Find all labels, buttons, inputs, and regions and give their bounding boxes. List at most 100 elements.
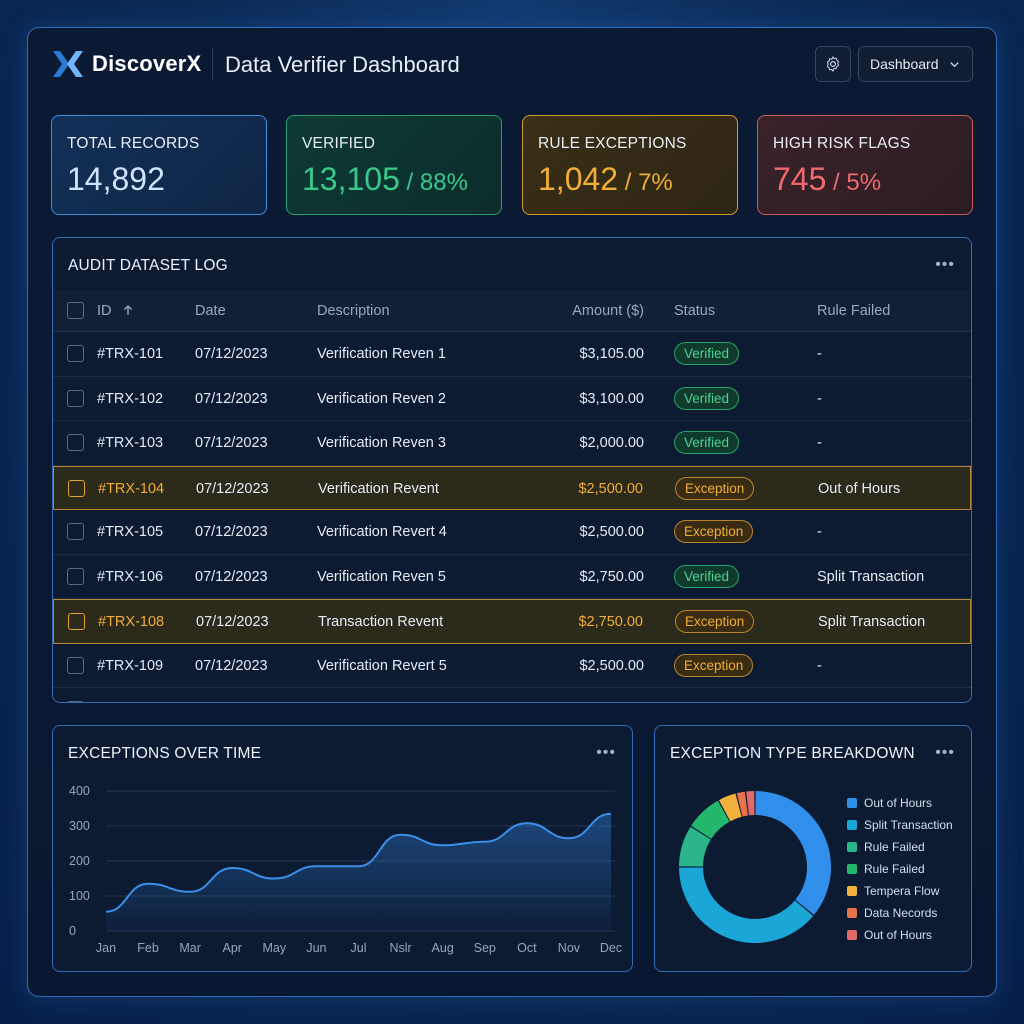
cell-id: #TRX-101: [97, 346, 164, 362]
table-row[interactable]: #TRX-102 07/12/2023 Verification Reven 2 $3…: [53, 377, 971, 421]
panel-title: EXCEPTIONS OVER TIME: [68, 745, 262, 762]
cell-date: 07/12/2023: [196, 614, 269, 630]
row-checkbox[interactable]: [67, 345, 84, 362]
legend-label: Data Necords: [864, 906, 938, 920]
cell-rule-failed: Split Transaction: [818, 614, 926, 630]
column-header-rule-failed[interactable]: Rule Failed: [817, 303, 891, 319]
row-checkbox[interactable]: [68, 479, 85, 497]
legend-label: Out of Hours: [864, 796, 933, 810]
column-header-amount[interactable]: Amount ($): [572, 303, 644, 319]
cell-id: #TRX-108: [98, 614, 165, 630]
settings-button[interactable]: [815, 46, 851, 82]
cell-description: Verification Revent: [318, 480, 439, 497]
more-options-icon[interactable]: •••: [935, 744, 955, 761]
x-tick-label: Jan: [96, 941, 116, 955]
chevron-down-icon: [950, 62, 959, 68]
cell-amount: $2,500.00: [579, 657, 644, 674]
column-header-status[interactable]: Status: [674, 303, 716, 319]
cell-description: Transaction Revent: [318, 614, 444, 630]
row-checkbox[interactable]: [67, 434, 84, 451]
cell-amount: $3,105.00: [579, 346, 644, 362]
cell-rule-failed: Out of Hours: [818, 480, 901, 497]
table-row[interactable]: #TRX-106 07/12/2023 Verification Reven 5 $2…: [53, 555, 971, 599]
x-tick-label: Nslr: [389, 941, 411, 955]
table-row[interactable]: #TRX-105 07/12/2023 Verification Revert 4 $…: [53, 510, 971, 555]
status-badge: Verified: [674, 564, 740, 588]
legend-item: Out of Hours: [847, 796, 932, 810]
cell-description: Verification Reven 3: [317, 435, 446, 451]
panel-title: AUDIT DATASET LOG: [68, 257, 228, 274]
more-options-icon[interactable]: •••: [596, 744, 616, 761]
kpi-number: 14,892: [67, 161, 165, 197]
x-tick-label: Jul: [351, 941, 367, 955]
cell-rule-failed: -: [817, 657, 822, 674]
column-header-date[interactable]: Date: [195, 303, 226, 319]
donut-slice: [679, 826, 711, 867]
kpi-high-risk-flags: HIGH RISK FLAGS 745 / 5%: [757, 115, 973, 215]
legend-label: Tempera Flow: [864, 884, 940, 898]
brand-name: DiscoverX: [92, 51, 202, 76]
table-row[interactable]: #TRX-101 07/12/2023 Verification Reven 1 $3…: [53, 332, 971, 377]
gear-icon: [826, 56, 840, 72]
cell-amount: $2,750.00: [578, 614, 643, 630]
legend-swatch: [847, 864, 857, 874]
cell-date: 07/12/2023: [195, 346, 268, 362]
cell-date: 07/12/2023: [195, 435, 268, 451]
audit-log-panel: AUDIT DATASET LOG ••• ID Date Descriptio…: [52, 237, 972, 703]
legend-swatch: [847, 820, 857, 830]
kpi-value: 14,892: [67, 161, 251, 198]
x-tick-label: Dec: [600, 941, 622, 955]
kpi-number: 745: [773, 161, 827, 197]
x-tick-label: Sep: [474, 941, 496, 955]
status-badge: Exception: [675, 610, 755, 633]
x-tick-label: Nov: [558, 941, 581, 955]
cell-date: 07/12/2023: [195, 657, 268, 674]
select-all-checkbox[interactable]: [67, 302, 84, 319]
column-header-description[interactable]: Description: [317, 303, 390, 319]
x-tick-label: May: [263, 941, 287, 955]
cell-date: 07/12/2023: [196, 480, 269, 497]
kpi-label: VERIFIED: [302, 135, 376, 152]
legend-swatch: [847, 908, 857, 918]
status-badge: Verified: [674, 386, 740, 410]
table-row[interactable]: #TRX-109 07/12/2023 Verification Revert 5 $…: [53, 644, 971, 688]
row-checkbox[interactable]: [67, 701, 84, 702]
cell-description: Verification Reven 1: [317, 346, 446, 362]
page-title: Data Verifier Dashboard: [225, 52, 460, 77]
header-divider: [212, 48, 213, 80]
table-row[interactable]: #TRX-103 07/12/2023 Verification Reven 3 $2…: [53, 421, 971, 466]
table-row[interactable]: #TRX-104 07/12/2023 Verification Revent $2,…: [53, 465, 971, 510]
column-header-id[interactable]: ID: [97, 303, 134, 319]
y-tick-label: 0: [69, 924, 76, 938]
y-tick-label: 200: [69, 854, 90, 868]
donut-slice: [691, 800, 730, 839]
row-checkbox[interactable]: [67, 656, 84, 674]
x-tick-label: Mar: [179, 941, 201, 955]
cell-rule-failed: Split Transaction: [817, 568, 925, 585]
cell-rule-failed: -: [817, 390, 822, 407]
row-checkbox[interactable]: [67, 389, 84, 407]
legend-swatch: [847, 886, 857, 896]
legend-label: Out of Hours: [864, 928, 933, 942]
row-checkbox[interactable]: [68, 613, 85, 630]
kpi-percent: / 7%: [618, 169, 673, 196]
kpi-label: HIGH RISK FLAGS: [773, 135, 911, 152]
cell-id: #TRX-109: [97, 657, 164, 674]
legend-item: Rule Failed: [847, 840, 925, 854]
cell-date: 07/12/2023: [195, 568, 268, 585]
kpi-number: 13,105: [302, 161, 400, 197]
view-select[interactable]: Dashboard: [858, 46, 973, 82]
status-badge: Verified: [674, 431, 740, 454]
cell-description: Verification Revert 5: [317, 657, 447, 674]
table-row[interactable]: #TRX-108 07/12/2023 Transaction Revent $2,7…: [53, 599, 971, 644]
x-tick-label: Jun: [306, 941, 326, 955]
kpi-percent: / 5%: [826, 169, 882, 196]
table-row-partial: [53, 688, 971, 702]
x-tick-label: Apr: [223, 941, 242, 955]
row-checkbox[interactable]: [67, 567, 84, 585]
row-checkbox[interactable]: [67, 523, 84, 540]
view-select-label: Dashboard: [870, 56, 939, 72]
sort-ascending-icon: [123, 305, 132, 315]
legend-label: Split Transaction: [864, 818, 953, 832]
more-options-icon[interactable]: •••: [935, 256, 955, 273]
